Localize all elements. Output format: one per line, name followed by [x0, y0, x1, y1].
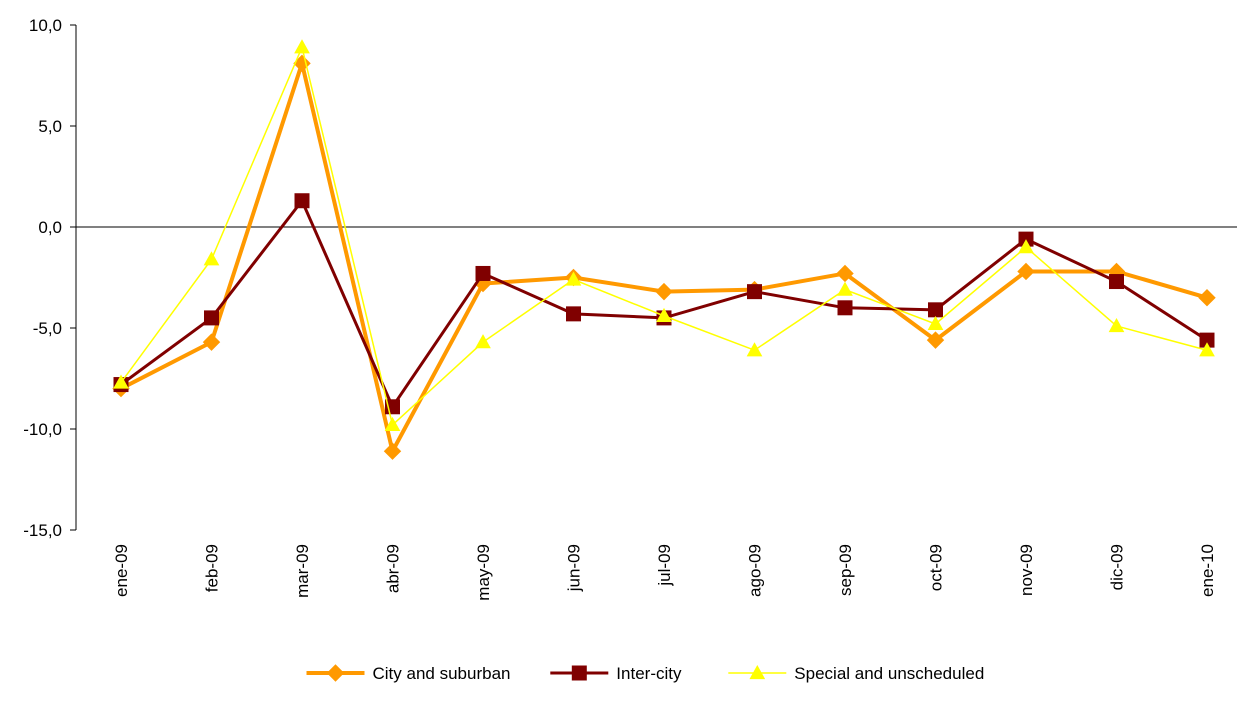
x-axis-tick-labels: ene-09 feb-09 mar-09 abr-09 may-09 jun-09 jul-… [112, 544, 1217, 601]
legend-entry: Special and unscheduled [728, 664, 984, 683]
data-point-marker [928, 302, 943, 318]
data-point-marker [655, 282, 673, 301]
data-point-marker [204, 310, 219, 326]
data-point-marker [565, 271, 582, 286]
series-special-and-unscheduled [113, 39, 1215, 432]
data-point-marker [384, 416, 401, 432]
axes [70, 24, 1237, 531]
x-tick-label: ene-10 [1198, 544, 1217, 597]
legend-label: City and suburban [373, 664, 511, 683]
x-tick-label: nov-09 [1017, 544, 1036, 596]
x-tick-label: feb-09 [203, 544, 222, 592]
data-point-marker [837, 300, 853, 316]
y-tick-label: 5,0 [38, 117, 62, 136]
data-point-marker [294, 193, 310, 209]
series-lines [112, 39, 1216, 460]
legend-label: Special and unscheduled [794, 664, 984, 683]
legend: City and suburban Inter-city Special and u… [306, 664, 984, 683]
x-tick-label: abr-09 [384, 544, 403, 593]
y-axis-tick-labels: 10,0 5,0 0,0 -5,0 -10,0 -15,0 [23, 16, 62, 540]
data-point-marker [747, 284, 762, 300]
legend-marker [326, 664, 345, 682]
series-city-and-suburban [112, 54, 1216, 460]
y-tick-label: -10,0 [23, 420, 62, 439]
x-tick-label: oct-09 [927, 544, 946, 591]
data-point-marker [1108, 317, 1125, 333]
x-tick-label: mar-09 [293, 544, 312, 598]
data-point-marker [113, 374, 129, 389]
data-point-marker [203, 251, 220, 266]
x-tick-label: jun-09 [565, 544, 584, 592]
series-line [120, 55, 1208, 457]
legend-entry: City and suburban [306, 664, 511, 683]
y-tick-label: -15,0 [23, 521, 62, 540]
data-point-marker [1109, 274, 1124, 290]
data-point-marker [475, 334, 491, 349]
data-point-marker [926, 331, 945, 349]
series-line [120, 44, 1208, 427]
data-point-marker [475, 265, 491, 281]
legend-marker [749, 664, 766, 680]
legend-label: Inter-city [616, 664, 682, 683]
legend-marker [571, 665, 587, 681]
legend-entry: Inter-city [550, 664, 682, 683]
x-tick-label: ene-09 [112, 544, 131, 597]
data-point-marker [927, 315, 944, 331]
data-point-marker [1199, 342, 1215, 357]
data-point-marker [1017, 262, 1035, 281]
series-line [120, 197, 1208, 410]
data-point-marker [294, 39, 310, 54]
y-tick-label: 0,0 [38, 218, 62, 237]
x-tick-label: dic-09 [1108, 544, 1127, 590]
y-tick-label: -5,0 [33, 319, 62, 338]
x-tick-label: sep-09 [836, 544, 855, 596]
data-point-marker [383, 442, 402, 460]
data-point-marker [746, 342, 763, 357]
x-tick-label: jul-09 [655, 544, 674, 587]
data-point-marker [836, 264, 854, 283]
data-point-marker [202, 333, 221, 351]
data-point-marker [1198, 288, 1216, 307]
data-point-marker [1018, 239, 1034, 254]
data-point-marker [566, 306, 581, 322]
data-point-marker [837, 281, 853, 296]
data-point-marker [656, 307, 672, 322]
y-tick-label: 10,0 [29, 16, 62, 35]
x-tick-label: ago-09 [746, 544, 765, 597]
x-tick-label: may-09 [474, 544, 493, 601]
